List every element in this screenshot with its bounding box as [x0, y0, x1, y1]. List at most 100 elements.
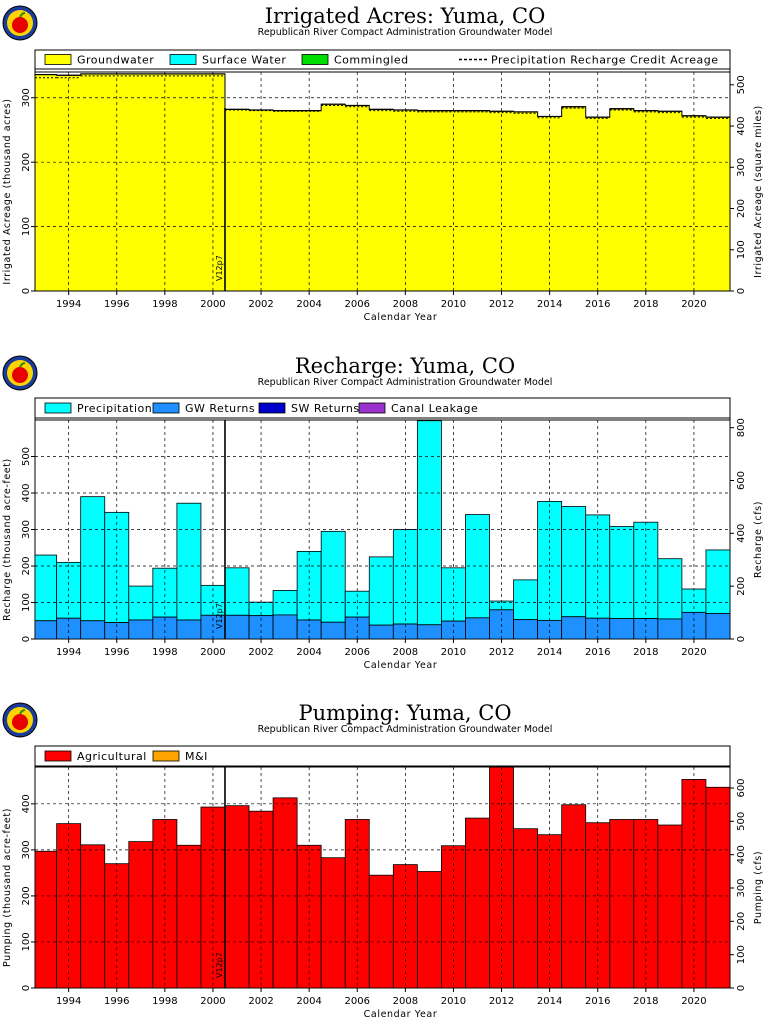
precipitation-bar	[80, 496, 106, 622]
chart-title: Pumping: Yuma, CO	[298, 701, 511, 725]
gw-returns-bar	[128, 619, 154, 640]
precipitation-bar	[416, 420, 442, 626]
precipitation-bar	[128, 585, 154, 621]
x-tick-label: 2008	[393, 996, 418, 1007]
agricultural-bar	[416, 871, 442, 989]
y2-tick-label: 200	[736, 577, 747, 596]
apple-logo-icon	[2, 355, 38, 391]
x-tick-label: 1994	[56, 299, 81, 310]
x-tick-label: 2018	[633, 996, 658, 1007]
y2-tick-label: 300	[736, 158, 747, 177]
logo-leaf	[19, 12, 26, 18]
y2-axis-label: Irrigated Acreage (square miles)	[753, 105, 764, 278]
x-tick-label: 2002	[248, 996, 273, 1007]
chart-subtitle: Republican River Compact Administration …	[258, 377, 553, 388]
gw-returns-bar	[609, 618, 635, 640]
legend-swatch	[44, 750, 72, 762]
x-tick-label: 2008	[393, 299, 418, 310]
y-tick-label: 200	[21, 153, 32, 172]
agricultural-bar	[657, 824, 683, 989]
logo-apple	[12, 17, 28, 33]
legend-swatch	[44, 402, 72, 414]
agricultural-bar	[633, 819, 659, 989]
x-tick-label: 1996	[104, 996, 129, 1007]
x-tick-label: 1996	[104, 299, 129, 310]
agricultural-bar	[609, 819, 635, 989]
precipitation-bar	[561, 506, 587, 618]
x-tick-label: 2020	[681, 299, 706, 310]
version-marker-label: V12p7	[215, 603, 224, 629]
logo-apple	[12, 714, 28, 730]
gw-returns-bar	[705, 613, 731, 640]
y-tick-label: 0	[21, 985, 32, 991]
gw-returns-bar	[513, 619, 539, 640]
y-tick-label: 300	[21, 520, 32, 539]
x-tick-label: 2002	[248, 647, 273, 658]
agricultural-bar	[513, 828, 539, 989]
precipitation-bar	[34, 554, 58, 622]
x-tick-label: 2006	[345, 647, 370, 658]
gw-returns-bar	[585, 617, 611, 640]
agricultural-bar	[320, 857, 346, 989]
x-tick-label: 2016	[585, 299, 610, 310]
y2-tick-label: 0	[736, 288, 747, 294]
y-tick-label: 300	[21, 840, 32, 859]
x-tick-label: 2000	[200, 647, 225, 658]
legend-label: GW Returns	[185, 402, 255, 415]
x-tick-label: 2014	[537, 647, 562, 658]
agricultural-bar	[200, 806, 226, 989]
legend-swatch	[258, 402, 286, 414]
y-tick-label: 300	[21, 88, 32, 107]
agricultural-bar	[465, 817, 490, 989]
x-tick-label: 2008	[393, 647, 418, 658]
y2-tick-label: 0	[736, 985, 747, 991]
x-tick-label: 2018	[633, 647, 658, 658]
agricultural-bar	[368, 874, 394, 989]
y-tick-label: 200	[21, 886, 32, 905]
gw-returns-bar	[368, 624, 394, 640]
x-tick-label: 1998	[152, 647, 177, 658]
legend-swatch	[301, 54, 329, 65]
y2-tick-label: 200	[736, 912, 747, 931]
y-tick-label: 400	[21, 794, 32, 813]
chart-subtitle: Republican River Compact Administration …	[258, 27, 553, 38]
gw-returns-bar	[561, 616, 587, 640]
y2-tick-label: 400	[736, 845, 747, 864]
logo-leaf	[19, 362, 26, 368]
precipitation-bar	[368, 556, 394, 626]
logo-leaf	[19, 709, 26, 715]
y2-axis-label: Recharge (cfs)	[753, 501, 764, 578]
agricultural-bar	[224, 805, 250, 989]
agricultural-bar	[176, 844, 202, 989]
gw-returns-bar	[657, 618, 683, 640]
y-tick-label: 500	[21, 447, 32, 466]
x-tick-label: 2012	[489, 299, 514, 310]
y2-tick-label: 0	[736, 636, 747, 642]
x-tick-label: 2010	[441, 299, 466, 310]
x-tick-label: 2000	[200, 299, 225, 310]
y2-axis-label: Pumping (cfs)	[753, 851, 764, 924]
x-tick-label: 1998	[152, 996, 177, 1007]
precipitation-bar	[609, 526, 635, 619]
legend-label: M&I	[185, 750, 208, 763]
version-marker-label: V12p7	[215, 255, 224, 281]
y2-tick-label: 200	[736, 199, 747, 218]
x-tick-label: 2014	[537, 996, 562, 1007]
agricultural-bar	[344, 819, 370, 989]
y-tick-label: 200	[21, 556, 32, 575]
agricultural-bar	[272, 797, 298, 989]
x-tick-label: 1994	[56, 647, 81, 658]
x-tick-label: 2010	[441, 647, 466, 658]
y-tick-label: 0	[21, 288, 32, 294]
gw-returns-bar	[465, 617, 490, 640]
legend-label: Agricultural	[77, 750, 147, 763]
legend-label: SW Returns	[291, 402, 360, 415]
gw-returns-bar	[80, 620, 106, 640]
y-axis-label: Recharge (thousand acre-feet)	[2, 458, 13, 621]
agricultural-bar	[80, 844, 106, 989]
y-axis-label: Pumping (thousand acre-feet)	[2, 808, 13, 967]
agricultural-bar	[152, 819, 178, 989]
